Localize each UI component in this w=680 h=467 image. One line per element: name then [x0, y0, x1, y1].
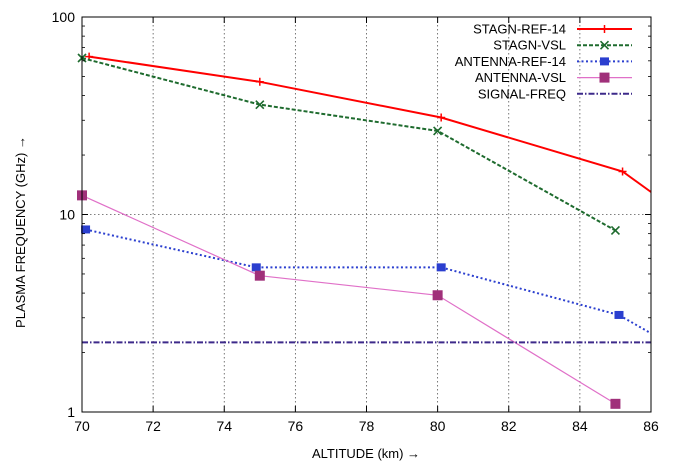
data-point — [433, 126, 443, 136]
data-point — [618, 167, 627, 176]
series-layer — [77, 52, 652, 409]
data-point — [610, 225, 621, 236]
data-point — [255, 77, 264, 86]
data-point — [600, 57, 609, 66]
legend-label: ANTENNA-VSL — [475, 70, 566, 85]
series-line — [81, 57, 616, 232]
series-antenna-vsl — [77, 190, 621, 409]
series-line — [85, 228, 652, 335]
legend-label: SIGNAL-FREQ — [478, 86, 566, 101]
y-tick-label: 10 — [59, 207, 75, 223]
data-point — [614, 310, 624, 319]
data-point — [255, 100, 265, 110]
x-axis-title: ALTITUDE (km) → — [312, 446, 420, 461]
legend-label: STAGN-VSL — [493, 38, 566, 53]
data-point — [432, 290, 443, 301]
y-axis-title: PLASMA FREQUENCY (GHz) → — [13, 136, 28, 328]
series-line — [88, 55, 652, 193]
series-antenna-ref-14 — [81, 225, 652, 335]
legend: STAGN-REF-14STAGN-VSLANTENNA-REF-14ANTEN… — [455, 22, 632, 101]
series-stagn-ref-14 — [85, 52, 652, 193]
x-tick-label: 86 — [643, 418, 659, 434]
data-point — [600, 25, 609, 33]
x-tick-label: 74 — [216, 418, 232, 434]
x-tick-label: 80 — [430, 418, 446, 434]
data-point — [81, 225, 91, 234]
grid-layer — [82, 17, 651, 412]
x-tick-label: 82 — [501, 418, 517, 434]
data-point — [436, 263, 446, 272]
axes-layer: 70 72 74 76 78 80 82 84 86 1 10 100 — [52, 9, 659, 434]
data-point — [251, 263, 261, 272]
data-point — [254, 270, 265, 281]
series-stagn-vsl — [77, 53, 621, 236]
legend-label: STAGN-REF-14 — [473, 22, 566, 37]
x-tick-label: 78 — [359, 418, 375, 434]
legend-label: ANTENNA-REF-14 — [455, 54, 566, 69]
x-tick-label: 72 — [145, 418, 161, 434]
x-tick-label: 70 — [74, 418, 90, 434]
data-point — [610, 398, 621, 409]
y-tick-label: 1 — [67, 404, 75, 420]
data-point — [437, 113, 446, 122]
data-point — [599, 40, 610, 50]
series-line — [81, 194, 616, 405]
x-tick-label: 84 — [572, 418, 588, 434]
y-tick-label: 100 — [52, 9, 76, 25]
data-point — [599, 72, 610, 83]
x-tick-label: 76 — [288, 418, 304, 434]
